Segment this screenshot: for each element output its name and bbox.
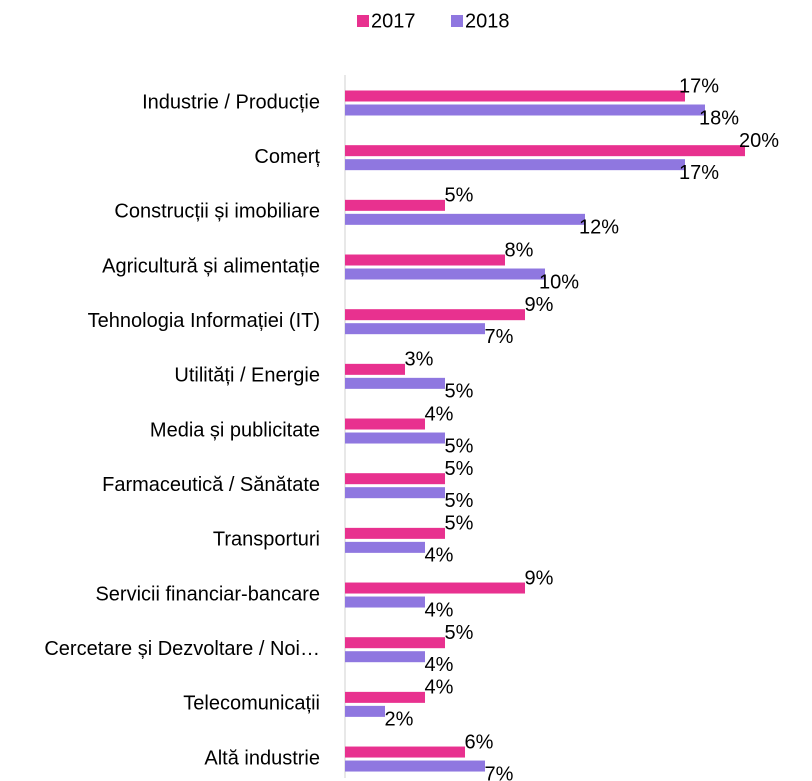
category-label: Utilități / Energie (174, 365, 320, 387)
category-label: Media și publicitate (150, 419, 320, 441)
value-label: 5% (445, 458, 474, 480)
value-label: 4% (425, 654, 454, 676)
bar (345, 637, 445, 649)
legend-label: 2017 (371, 10, 416, 32)
bar (345, 651, 425, 663)
category-label: Industrie / Producție (142, 91, 320, 113)
bar (345, 746, 465, 758)
value-label: 10% (539, 271, 579, 293)
bar (345, 596, 425, 608)
legend-label: 2018 (465, 10, 510, 32)
category-label: Construcții și imobiliare (114, 201, 320, 223)
category-label: Comerț (254, 146, 320, 168)
bar (345, 254, 505, 266)
bar (345, 323, 485, 335)
value-label: 9% (525, 294, 554, 316)
value-label: 9% (525, 567, 554, 589)
category-label: Telecomunicații (183, 693, 320, 715)
value-label: 8% (505, 239, 534, 261)
bar (345, 363, 405, 375)
value-label: 7% (485, 763, 514, 781)
bar (345, 159, 685, 171)
value-label: 5% (445, 490, 474, 512)
legend-swatch (357, 15, 369, 27)
value-label: 4% (425, 677, 454, 699)
category-label: Agricultură și alimentație (102, 255, 320, 277)
bar (345, 199, 445, 211)
bar (345, 541, 425, 553)
bar (345, 705, 385, 717)
value-label: 4% (425, 545, 454, 567)
category-label: Farmaceutică / Sănătate (102, 474, 320, 496)
value-label: 12% (579, 217, 619, 239)
value-label: 5% (445, 513, 474, 535)
value-label: 4% (425, 599, 454, 621)
bar (345, 268, 545, 280)
value-label: 17% (679, 162, 719, 184)
bar (345, 377, 445, 389)
legend-swatch (451, 15, 463, 27)
bar (345, 691, 425, 703)
bar (345, 760, 485, 772)
category-label: Cercetare și Dezvoltare / Noi… (44, 638, 320, 660)
bar (345, 145, 745, 157)
value-label: 5% (445, 435, 474, 457)
category-label: Servicii financiar-bancare (95, 583, 320, 605)
bar (345, 582, 525, 594)
value-label: 5% (445, 381, 474, 403)
value-label: 5% (445, 185, 474, 207)
bar (345, 432, 445, 444)
value-label: 17% (679, 75, 719, 97)
value-label: 7% (485, 326, 514, 348)
category-label: Transporturi (213, 529, 320, 551)
value-label: 2% (385, 709, 414, 731)
value-label: 5% (445, 622, 474, 644)
bar (345, 487, 445, 499)
bar (345, 104, 705, 116)
category-label: Tehnologia Informației (IT) (88, 310, 320, 332)
value-label: 20% (739, 130, 779, 152)
bar (345, 473, 445, 485)
value-label: 18% (699, 107, 739, 129)
category-label: Altă industrie (204, 747, 320, 769)
bar (345, 213, 585, 225)
value-label: 6% (465, 731, 494, 753)
bar (345, 90, 685, 102)
value-label: 4% (425, 403, 454, 425)
bar (345, 527, 445, 539)
value-label: 3% (405, 349, 434, 371)
bar (345, 418, 425, 430)
bar (345, 309, 525, 321)
